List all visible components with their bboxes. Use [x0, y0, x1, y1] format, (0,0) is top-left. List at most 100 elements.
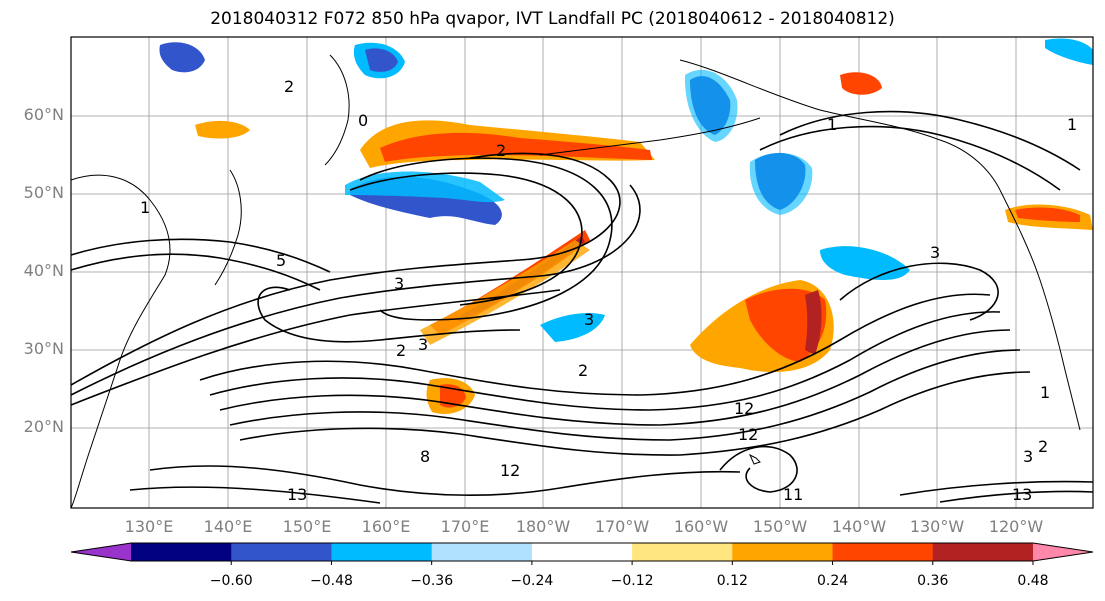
contour-label: 2 [1038, 437, 1048, 456]
colorbar-segment [331, 543, 433, 561]
contour-sw-spiral [719, 445, 798, 493]
contour-east-loop [839, 262, 999, 321]
contour-south-2 [209, 311, 1001, 411]
lat-label-30n: 30°N [23, 339, 64, 358]
cyan-ne-corner [1045, 38, 1093, 65]
lat-label-50n: 50°N [23, 183, 64, 202]
contour-swirl-2 [349, 172, 583, 306]
contour-label: 2 [496, 141, 506, 160]
colorbar-segment [531, 543, 633, 561]
cyan-alaska [684, 69, 738, 142]
contour-label: 13 [1012, 485, 1032, 504]
lon-label: 150°W [752, 517, 808, 536]
colorbar-extend-max [1033, 543, 1093, 561]
graticule [71, 37, 1093, 508]
lon-label: 170°W [594, 517, 650, 536]
contour-west-1 [70, 253, 321, 291]
contour-west-2 [70, 238, 331, 273]
colorbar-segment [431, 543, 533, 561]
lon-label: 180°W [515, 517, 571, 536]
contour-label: 13 [287, 485, 307, 504]
lon-label: 170°E [440, 517, 490, 536]
contour-label: 12 [734, 399, 754, 418]
lon-label: 140°W [831, 517, 887, 536]
contour-tropics-2 [129, 486, 381, 504]
colorbar-extend-min [71, 543, 131, 561]
colorbar-segment [732, 543, 834, 561]
contour-label: 3 [418, 335, 428, 354]
colorbar-tick-label: 0.48 [1017, 573, 1049, 589]
lat-label-60n: 60°N [23, 105, 64, 124]
coastlines [70, 54, 1081, 509]
asia-coast [70, 174, 171, 509]
colorbar-segment [131, 543, 232, 561]
lat-label-20n: 20°N [23, 417, 64, 436]
contour-label: 8 [420, 447, 430, 466]
colorbar-tick-label: −0.12 [610, 573, 654, 589]
cyan-midpacific [540, 313, 605, 342]
cyan-swirl [345, 171, 505, 203]
contour-label: 12 [500, 461, 520, 480]
contour-label: 2 [396, 341, 406, 360]
colorbar-tick-label: −0.36 [410, 573, 454, 589]
contour-south-5 [239, 371, 1031, 456]
figure-title: 2018040312 F072 850 hPa qvapor, IVT Land… [210, 9, 895, 29]
lon-label: 150°E [282, 517, 332, 536]
lon-label: 160°W [673, 517, 729, 536]
contour-label: 1 [1040, 383, 1050, 402]
contour-loop-west [257, 286, 521, 343]
cyan-northeast [749, 152, 813, 215]
contour-south-1 [199, 293, 991, 396]
colorbar-segment [932, 543, 1034, 561]
contour-pole-2 [759, 125, 1061, 191]
qvapor-shading [159, 38, 1093, 415]
lon-label: 140°E [203, 517, 253, 536]
lon-label: 130°W [909, 517, 965, 536]
contour-label: 12 [738, 425, 758, 444]
contour-label: 3 [584, 310, 594, 329]
contour-jet-3 [70, 289, 561, 406]
colorbar [70, 542, 1094, 565]
colorbar-outline [70, 542, 1094, 562]
contour-se-bands-2 [939, 490, 1094, 503]
aleutians [539, 117, 761, 156]
colorbar-tick-label: 0.12 [716, 573, 748, 589]
colorbar-tick-label: 0.24 [816, 573, 849, 589]
kamchatka [324, 54, 350, 166]
contour-jet-1 [70, 152, 621, 386]
blue-nw-patch [159, 42, 205, 73]
red-band-north [380, 132, 652, 162]
contour-jet-2 [70, 184, 641, 396]
contour-label: 2 [284, 77, 294, 96]
contour-label: 1 [140, 198, 150, 217]
contour-label: 11 [783, 485, 803, 504]
map-frame [70, 36, 1094, 509]
contour-labels: 2 0 2 1 1 1 5 3 3 2 3 2 3 12 12 8 13 12 … [140, 77, 1077, 504]
colorbar-segment [832, 543, 934, 561]
japan-islands [214, 169, 242, 286]
colorbar-segment [632, 543, 733, 561]
contour-label: 3 [930, 243, 940, 262]
lon-label: 130°E [124, 517, 174, 536]
contour-south-4 [229, 349, 1021, 441]
red-ne-coast [1015, 207, 1080, 222]
contour-label: 1 [1067, 115, 1077, 134]
lat-label-40n: 40°N [23, 261, 64, 280]
blue-north-center [365, 48, 398, 72]
contour-label: 0 [358, 111, 368, 130]
darkred-eastern [805, 290, 822, 355]
hawaii [748, 453, 761, 465]
orange-nw-coast [195, 120, 250, 139]
lon-label: 160°E [361, 517, 411, 536]
contour-pole-1 [779, 110, 1081, 171]
contour-se-bands [899, 480, 1094, 496]
colorbar-tick-label: −0.60 [209, 573, 253, 589]
contour-south-3 [219, 329, 1011, 426]
colorbar-tick-label: 0.36 [917, 573, 949, 589]
contour-label: 3 [394, 274, 404, 293]
colorbar-tick-label: −0.24 [510, 573, 554, 589]
contour-swirl-1 [359, 157, 613, 321]
lon-label: 120°W [988, 517, 1044, 536]
